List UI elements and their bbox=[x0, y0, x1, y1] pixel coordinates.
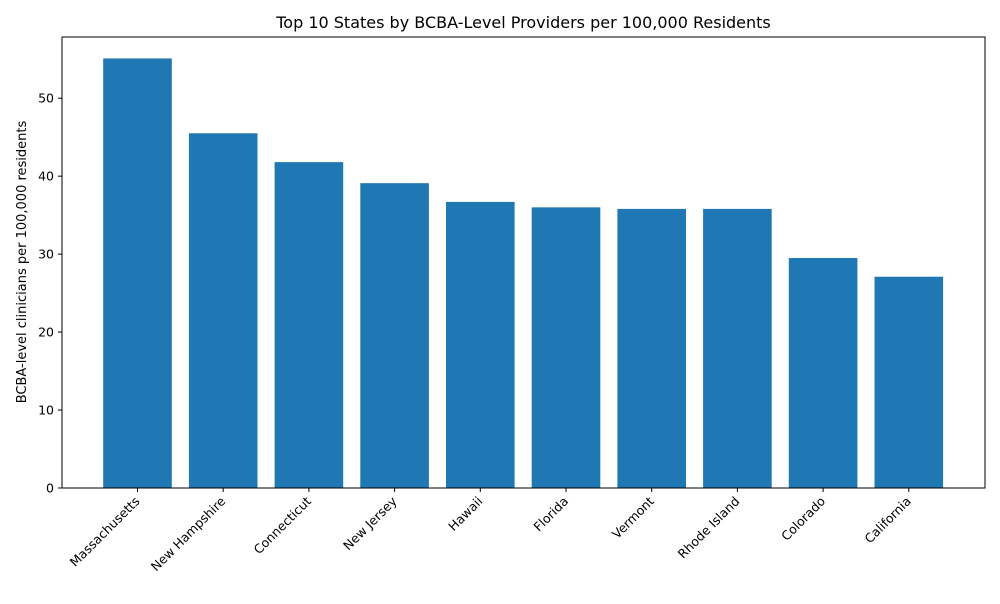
bar-new-jersey bbox=[360, 183, 429, 488]
x-tick-label: Colorado bbox=[778, 494, 828, 544]
y-tick-label: 10 bbox=[38, 403, 54, 418]
bar-vermont bbox=[617, 208, 686, 488]
x-tick-label: Hawaii bbox=[445, 494, 485, 534]
x-tick-label: Connecticut bbox=[250, 493, 314, 557]
y-axis-label: BCBA-level clinicians per 100,000 reside… bbox=[15, 121, 30, 404]
chart-title: Top 10 States by BCBA-Level Providers pe… bbox=[275, 13, 771, 32]
y-tick-label: 40 bbox=[38, 169, 54, 184]
bar-california bbox=[874, 276, 944, 488]
bar-colorado bbox=[788, 258, 858, 488]
x-tick-label: Rhode Island bbox=[675, 494, 743, 562]
bar-florida bbox=[531, 207, 601, 488]
x-tick-label: New Jersey bbox=[340, 493, 400, 553]
bar-massachusetts bbox=[103, 58, 172, 489]
plot-frame bbox=[61, 36, 986, 489]
y-tick-label: 20 bbox=[38, 325, 54, 340]
y-axis: 0 10 20 30 40 50 bbox=[38, 91, 62, 496]
bar-hawaii bbox=[446, 201, 515, 488]
x-tick-label: Massachusetts bbox=[67, 494, 143, 570]
x-axis: Massachusetts New Hampshire Connecticut New… bbox=[67, 488, 914, 574]
x-tick-label: Florida bbox=[530, 494, 571, 535]
y-tick-label: 0 bbox=[46, 481, 54, 496]
x-tick-label: New Hampshire bbox=[148, 493, 229, 574]
bar-rhode-island bbox=[703, 208, 772, 488]
x-tick-label: California bbox=[861, 494, 914, 547]
y-tick-label: 50 bbox=[38, 91, 54, 106]
bar-new-hampshire bbox=[188, 133, 258, 489]
bars-group bbox=[103, 58, 944, 489]
y-tick-label: 30 bbox=[38, 247, 54, 262]
x-tick-label: Vermont bbox=[609, 493, 657, 541]
bar-connecticut bbox=[274, 162, 344, 488]
